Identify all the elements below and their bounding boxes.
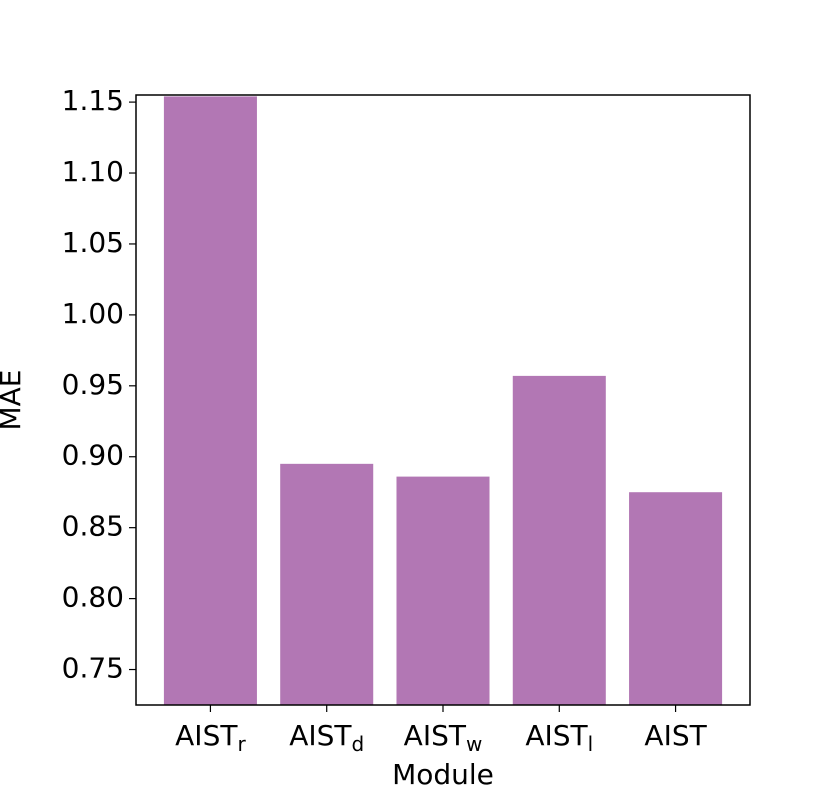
y-axis-label: MAE: [0, 369, 27, 430]
bar: [629, 492, 723, 705]
x-tick-label: AISTw: [404, 719, 483, 756]
y-tick-label: 0.90: [62, 439, 124, 472]
x-axis-label: Module: [392, 758, 494, 791]
x-tick-label: AISTl: [525, 719, 593, 756]
category-name: AIST: [404, 719, 467, 752]
bar: [396, 476, 490, 705]
category-subscript: l: [588, 732, 594, 756]
x-tick-label: AISTd: [289, 719, 364, 756]
y-tick-label: 0.80: [62, 581, 124, 614]
category-name: AIST: [289, 719, 352, 752]
category-subscript: r: [237, 732, 246, 756]
y-tick-label: 1.15: [62, 84, 124, 117]
y-tick-label: 0.95: [62, 368, 124, 401]
category-name: AIST: [175, 719, 238, 752]
x-tick-label: AIST: [644, 719, 707, 752]
category-subscript: d: [352, 732, 365, 756]
plot-frame: [135, 94, 751, 706]
bar: [280, 463, 374, 705]
y-tick-label: 1.00: [62, 297, 124, 330]
bar: [512, 375, 606, 705]
y-tick-label: 0.75: [62, 652, 124, 685]
bar: [163, 96, 257, 706]
y-tick-label: 1.10: [62, 155, 124, 188]
category-name: AIST: [525, 719, 588, 752]
y-tick-label: 0.85: [62, 510, 124, 543]
x-tick-label: AISTr: [175, 719, 246, 756]
category-subscript: w: [466, 732, 482, 756]
y-tick-label: 1.05: [62, 226, 124, 259]
category-name: AIST: [644, 719, 707, 752]
